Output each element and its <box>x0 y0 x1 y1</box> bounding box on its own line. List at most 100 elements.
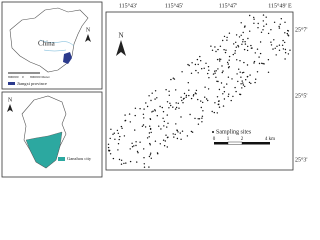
site-dot <box>284 58 286 60</box>
site-dot <box>139 108 141 110</box>
site-dot <box>185 94 188 97</box>
site-dot <box>188 94 190 97</box>
rivers <box>39 39 75 52</box>
site-dot <box>202 110 204 112</box>
site-dot <box>225 49 227 51</box>
site-dot <box>216 96 219 98</box>
site-dot <box>144 126 147 128</box>
site-dot <box>281 44 284 46</box>
site-dot <box>139 141 141 143</box>
site-dot <box>135 141 137 143</box>
site-dot <box>150 99 152 102</box>
site-dot <box>244 85 246 88</box>
site-dot <box>242 84 245 86</box>
site-dot <box>243 61 245 64</box>
site-dot <box>129 148 131 150</box>
site-dot <box>224 51 227 54</box>
site-dot <box>257 27 259 29</box>
site-dot <box>190 72 193 75</box>
site-dot <box>200 100 202 102</box>
site-dot <box>124 120 126 122</box>
site-dot <box>149 125 151 127</box>
site-dot <box>250 44 252 47</box>
site-dot <box>196 58 199 61</box>
site-dot <box>187 82 189 84</box>
site-dot <box>152 110 154 112</box>
site-dot <box>253 18 255 20</box>
site-dot <box>258 56 260 58</box>
site-dot <box>223 49 225 51</box>
site-dot <box>170 78 172 81</box>
site-dot <box>169 102 171 105</box>
site-dot <box>107 143 110 145</box>
site-dot <box>174 133 176 136</box>
site-dot <box>149 142 151 145</box>
site-dot <box>199 55 201 58</box>
site-dot <box>175 89 177 91</box>
legend-swatch <box>58 157 65 161</box>
site-dot <box>109 149 111 152</box>
site-dot <box>257 22 259 25</box>
site-dot <box>273 39 275 41</box>
site-dot <box>109 153 112 155</box>
site-dot <box>216 58 219 61</box>
site-dot <box>205 98 208 100</box>
site-dot <box>262 14 265 16</box>
site-dot <box>278 44 281 46</box>
site-dot <box>181 130 184 132</box>
site-dot <box>143 117 145 119</box>
site-dot <box>168 107 170 109</box>
site-dot <box>129 160 132 163</box>
site-dot <box>121 127 123 129</box>
site-dot <box>145 102 147 104</box>
site-dot <box>194 63 197 66</box>
site-dot <box>249 30 251 32</box>
site-dot <box>128 113 131 115</box>
site-dot <box>214 46 216 48</box>
site-dot <box>278 27 281 29</box>
site-dot <box>141 125 144 128</box>
site-dot <box>249 74 251 76</box>
site-dot <box>117 143 120 145</box>
site-dot <box>253 60 256 63</box>
site-dot <box>190 130 193 133</box>
site-dot <box>173 78 176 80</box>
site-dot <box>253 62 255 64</box>
site-dot <box>151 92 153 94</box>
site-dot <box>187 63 189 66</box>
site-dot <box>215 50 217 53</box>
site-dot <box>211 110 213 113</box>
scale-label: 4 km <box>265 137 275 142</box>
site-dot <box>163 145 166 147</box>
site-dot <box>247 37 249 40</box>
site-dot <box>197 63 199 66</box>
site-dot <box>136 161 138 163</box>
site-dot <box>234 52 236 54</box>
site-dot <box>259 41 262 43</box>
site-dot <box>214 72 216 74</box>
site-dot <box>256 71 259 73</box>
site-dot <box>222 105 225 107</box>
site-dot <box>204 86 206 88</box>
site-dot <box>265 23 268 25</box>
north-arrow <box>116 40 126 56</box>
site-dot <box>201 117 203 119</box>
site-dot <box>253 16 255 19</box>
site-dot <box>168 90 170 93</box>
site-dot <box>218 106 221 108</box>
site-dot <box>123 162 125 165</box>
site-dot <box>265 16 267 18</box>
site-dot <box>200 106 202 109</box>
site-dot <box>216 112 218 114</box>
site-dot <box>159 105 161 108</box>
site-dot <box>223 35 226 38</box>
site-dot <box>239 71 241 73</box>
site-dot <box>243 26 246 28</box>
inset-scale-label: 800000 Meter <box>30 75 51 79</box>
site-dot <box>107 146 110 149</box>
site-dot <box>262 20 264 22</box>
site-dot <box>112 133 114 135</box>
site-dot <box>253 22 255 24</box>
site-dot <box>195 69 197 72</box>
site-dot <box>134 107 137 110</box>
